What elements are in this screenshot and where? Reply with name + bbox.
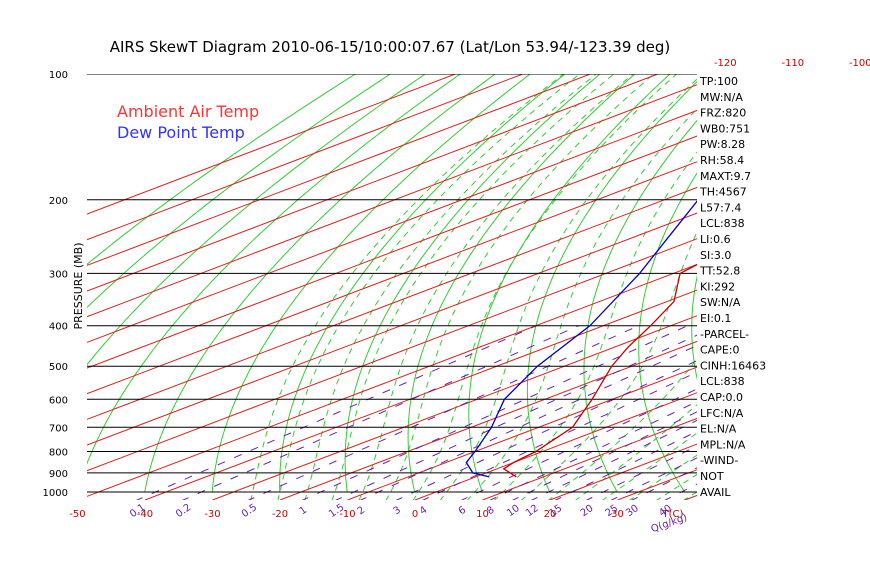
index-label: AVAIL [700, 486, 731, 499]
pressure-tick-label: 100 [49, 70, 68, 81]
index-label: EI:0.1 [700, 312, 731, 325]
index-label: L57:7.4 [700, 201, 741, 214]
pressure-tick-label: 500 [49, 362, 68, 373]
bottom-temp-tick-label: -30 [204, 509, 220, 520]
mixing-ratio-tick-label: 1 [298, 505, 310, 518]
isotherm-line [483, 74, 870, 500]
index-label: WB0:751 [700, 122, 750, 135]
mixing-ratio-tick-label: 12 [524, 503, 541, 519]
pressure-tick-label: 600 [49, 395, 68, 406]
index-label: -WIND- [700, 454, 738, 467]
moist-adiabat-line [386, 74, 654, 501]
index-label: CAP:0.0 [700, 391, 743, 404]
mixing-ratio-tick-label: 6 [457, 505, 469, 518]
moist-adiabat-line [629, 74, 870, 501]
bottom-temp-tick-label: 0 [412, 509, 418, 520]
mixing-ratio-tick-label: 4 [418, 505, 430, 518]
pressure-tick-label: 1000 [43, 488, 68, 499]
pressure-tick-label: 300 [49, 269, 68, 280]
y-axis-label: PRESSURE (MB) [72, 243, 85, 330]
index-label: RH:58.4 [700, 154, 744, 167]
index-label: FRZ:820 [700, 107, 746, 120]
mixing-ratio-tick-label: 0.2 [174, 502, 193, 520]
index-label: -PARCEL- [700, 328, 749, 341]
index-label: TH:4567 [699, 186, 747, 199]
index-label: MPL:N/A [700, 438, 746, 451]
pressure-tick-label: 900 [49, 469, 68, 480]
index-label: LCL:838 [700, 375, 745, 388]
moist-adiabat-line [656, 74, 870, 501]
index-label: EL:N/A [700, 423, 737, 436]
mixing-ratio-line [631, 326, 870, 501]
bottom-temp-tick-label: -50 [69, 509, 85, 520]
mixing-ratio-tick-label: 3 [392, 505, 404, 518]
top-temp-tick-label: -120 [714, 58, 737, 69]
pressure-tick-label: 400 [49, 322, 68, 333]
pressure-tick-label: 200 [49, 196, 68, 207]
isotherm-line [820, 74, 870, 500]
mixing-ratio-line [489, 326, 857, 501]
dry-adiabat-line [743, 74, 844, 492]
mixing-ratio-tick-label: 30 [624, 503, 641, 519]
stability-indices: TP:100 MW:N/A FRZ:820 WB0:751 PW:8.28 RH:58.4… [699, 75, 766, 499]
top-temp-tick-label: -100 [849, 58, 870, 69]
index-label: MAXT:9.7 [700, 170, 751, 183]
isotherm-line [348, 74, 870, 500]
isotherm-line [145, 74, 870, 500]
index-label: LCL:838 [700, 217, 745, 230]
index-label: TT:52.8 [699, 265, 740, 278]
index-label: TP:100 [699, 75, 738, 88]
mixing-ratio-line [301, 326, 688, 501]
isotherm-line [753, 74, 870, 500]
index-label: LFC:N/A [700, 407, 744, 420]
pressure-tick-label: 800 [49, 448, 68, 459]
mixing-ratio-tick-label: 20 [579, 503, 596, 519]
index-label: CAPE:0 [700, 344, 740, 357]
chart-title: AIRS SkewT Diagram 2010-06-15/10:00:07.6… [110, 38, 671, 56]
ambient-air-temp-line [504, 74, 870, 477]
index-label: MW:N/A [700, 91, 743, 104]
index-label: SI:3.0 [700, 249, 731, 262]
index-label: NOT [700, 470, 724, 483]
mixing-ratio-line [460, 326, 831, 501]
legend-ambient-air-temp: Ambient Air Temp [117, 102, 259, 121]
top-temp-tick-label: -110 [781, 58, 804, 69]
legend-dew-point-temp: Dew Point Temp [117, 123, 245, 142]
dry-adiabat-line [841, 74, 870, 492]
mixing-ratio-tick-label: 0.5 [240, 502, 259, 520]
index-label: KI:292 [700, 280, 735, 293]
pressure-tick-label: 700 [49, 423, 68, 434]
mixing-ratio-line [511, 326, 870, 501]
isotherm-line [415, 74, 870, 500]
index-label: SW:N/A [700, 296, 741, 309]
moist-adiabat-line [359, 74, 633, 501]
dry-adiabat-line [793, 74, 870, 492]
mixing-ratio-tick-label: 10 [505, 503, 522, 519]
bottom-temp-tick-label: -20 [272, 509, 288, 520]
mixing-ratio-line [181, 326, 579, 501]
isotherm-line [213, 74, 870, 500]
mixing-ratio-line [334, 326, 717, 501]
index-label: PW:8.28 [700, 138, 745, 151]
mixing-ratio-tick-label: 2 [356, 505, 368, 518]
index-label: CINH:16463 [700, 359, 766, 372]
index-label: LI:0.6 [700, 233, 731, 246]
